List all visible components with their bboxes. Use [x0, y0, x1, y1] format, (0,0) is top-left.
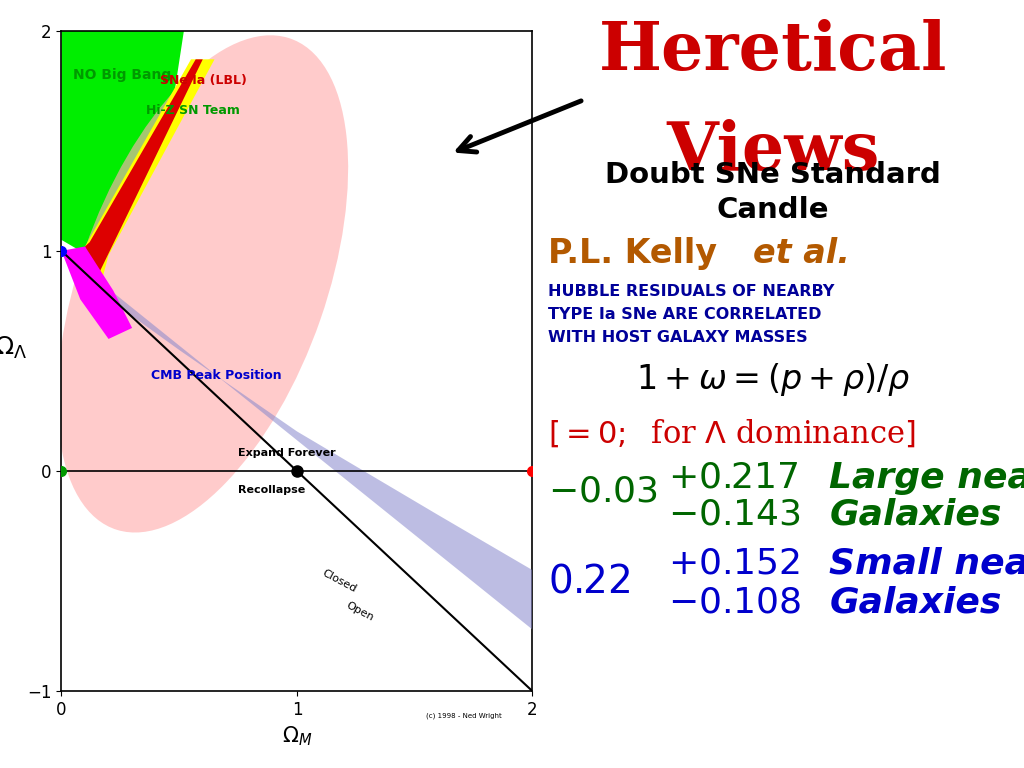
Polygon shape — [85, 59, 203, 284]
Text: CMB Peak Position: CMB Peak Position — [151, 369, 282, 382]
Text: Expand Forever: Expand Forever — [238, 448, 336, 458]
Polygon shape — [61, 31, 184, 251]
Text: (c) 1998 - Ned Wright: (c) 1998 - Ned Wright — [427, 713, 502, 719]
Text: P.L. Kelly: P.L. Kelly — [548, 237, 728, 270]
Y-axis label: $\Omega_\Lambda$: $\Omega_\Lambda$ — [0, 335, 28, 361]
Ellipse shape — [57, 35, 348, 532]
Text: WITH HOST GALAXY MASSES: WITH HOST GALAXY MASSES — [548, 330, 808, 346]
Text: $[= 0;\;$ for $\Lambda$ dominance$]$: $[= 0;\;$ for $\Lambda$ dominance$]$ — [548, 419, 915, 450]
Text: et al.: et al. — [753, 237, 850, 270]
Text: Galaxies: Galaxies — [829, 498, 1001, 531]
Polygon shape — [61, 251, 532, 630]
Text: Recollapse: Recollapse — [238, 485, 305, 495]
Text: $1 + \omega = (p + \rho)/\rho$: $1 + \omega = (p + \rho)/\rho$ — [636, 361, 910, 398]
Text: Small near: Small near — [829, 547, 1024, 581]
Polygon shape — [85, 59, 215, 300]
Text: Large near: Large near — [829, 461, 1024, 495]
Text: Views: Views — [667, 119, 880, 184]
Text: NO Big Bang: NO Big Bang — [74, 68, 171, 82]
Polygon shape — [61, 247, 132, 339]
Text: Doubt SNe Standard: Doubt SNe Standard — [605, 161, 941, 189]
Text: $0.22$: $0.22$ — [548, 563, 631, 601]
Text: TYPE Ia SNe ARE CORRELATED: TYPE Ia SNe ARE CORRELATED — [548, 307, 821, 323]
Text: Open: Open — [344, 600, 375, 623]
Text: HUBBLE RESIDUALS OF NEARBY: HUBBLE RESIDUALS OF NEARBY — [548, 284, 835, 300]
Text: $-0.143$: $-0.143$ — [668, 498, 801, 531]
Text: Closed: Closed — [321, 568, 358, 594]
Text: $-0.03$: $-0.03$ — [548, 475, 657, 508]
Text: SNe Ia (LBL): SNe Ia (LBL) — [161, 74, 247, 87]
Text: Hi-Z SN Team: Hi-Z SN Team — [146, 104, 240, 118]
Text: $+0.217$: $+0.217$ — [668, 461, 799, 495]
Text: Candle: Candle — [717, 196, 829, 223]
X-axis label: $\Omega_M$: $\Omega_M$ — [282, 724, 312, 748]
Text: Galaxies: Galaxies — [829, 585, 1001, 619]
Text: Heretical: Heretical — [599, 19, 947, 84]
Text: $-0.108$: $-0.108$ — [668, 585, 801, 619]
Text: $+0.152$: $+0.152$ — [668, 547, 800, 581]
